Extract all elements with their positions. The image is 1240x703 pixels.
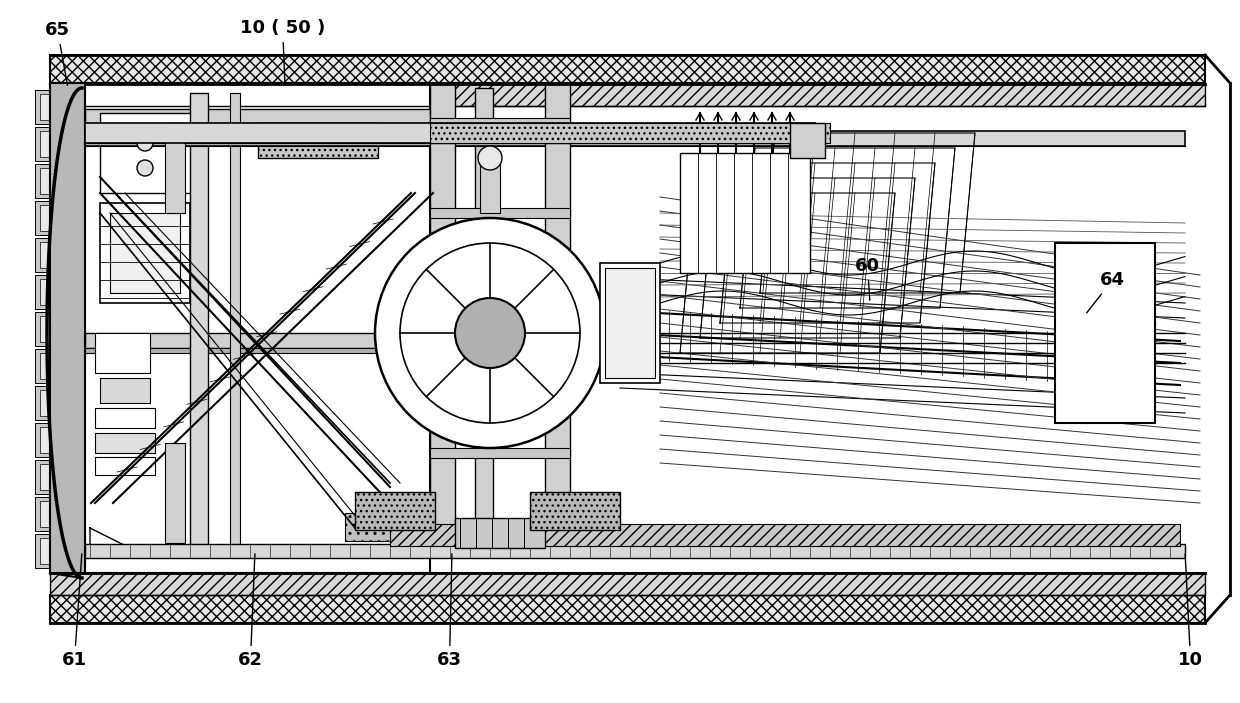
Bar [35, 164, 79, 198]
Bar [430, 538, 570, 548]
Bar [35, 460, 79, 494]
Bar [95, 457, 155, 475]
Bar [600, 263, 660, 383]
Bar [605, 268, 655, 378]
Bar [50, 573, 1205, 595]
Bar [50, 595, 1205, 623]
Bar [430, 448, 570, 458]
Bar [35, 275, 79, 309]
Bar [35, 386, 79, 420]
Bar [100, 113, 200, 193]
Bar [790, 123, 825, 158]
Bar [480, 163, 500, 213]
Bar [546, 83, 570, 543]
Bar [190, 93, 208, 553]
Circle shape [136, 135, 153, 151]
Bar [86, 109, 430, 131]
Bar [35, 423, 79, 457]
Bar [430, 83, 455, 543]
Bar [40, 501, 74, 527]
Bar [110, 213, 180, 293]
Bar [35, 238, 79, 272]
Bar [475, 450, 494, 555]
Bar [40, 353, 74, 379]
Bar [40, 168, 74, 194]
Bar [455, 518, 546, 548]
Text: 63: 63 [436, 554, 463, 669]
Bar [229, 93, 241, 553]
Bar [35, 127, 79, 161]
Bar [40, 131, 74, 157]
Bar [50, 83, 86, 573]
Bar [35, 312, 79, 346]
Bar [100, 203, 190, 303]
Circle shape [401, 243, 580, 423]
Bar [95, 433, 155, 453]
Bar [40, 205, 74, 231]
Circle shape [136, 160, 153, 176]
Bar [86, 83, 430, 573]
Circle shape [455, 298, 525, 368]
Bar [40, 279, 74, 305]
Text: 10 ( 50 ): 10 ( 50 ) [241, 19, 325, 83]
Bar [86, 348, 425, 353]
Bar [40, 390, 74, 416]
Bar [40, 94, 74, 120]
Bar [35, 90, 79, 124]
Bar [475, 88, 494, 218]
Bar [40, 427, 74, 453]
Bar [40, 538, 74, 564]
Bar [430, 208, 570, 218]
Bar [50, 55, 1205, 83]
Bar [86, 333, 425, 348]
Text: 65: 65 [45, 21, 69, 85]
Text: 64: 64 [1086, 271, 1125, 313]
Text: 60: 60 [856, 257, 880, 300]
Text: 62: 62 [238, 554, 263, 669]
Circle shape [374, 218, 605, 448]
Bar [95, 408, 155, 428]
Text: 10: 10 [1178, 554, 1203, 669]
Bar [391, 524, 1180, 546]
Bar [35, 534, 79, 568]
Bar [86, 131, 1185, 146]
Bar [165, 123, 185, 213]
Text: 61: 61 [62, 554, 87, 669]
Bar [165, 443, 185, 543]
Bar [680, 153, 810, 273]
Bar [430, 123, 830, 143]
Bar [430, 118, 570, 128]
Bar [529, 492, 620, 530]
Bar [100, 378, 150, 403]
Bar [40, 242, 74, 268]
Bar [258, 123, 378, 158]
Bar [35, 349, 79, 383]
Bar [95, 333, 150, 373]
Bar [35, 497, 79, 531]
Bar [1055, 243, 1154, 423]
Circle shape [477, 146, 502, 170]
Bar [345, 513, 415, 541]
Bar [35, 201, 79, 235]
Bar [355, 492, 435, 530]
Bar [40, 316, 74, 342]
Bar [50, 84, 1205, 106]
Bar [40, 464, 74, 490]
Bar [86, 544, 1185, 558]
Bar [86, 123, 815, 143]
